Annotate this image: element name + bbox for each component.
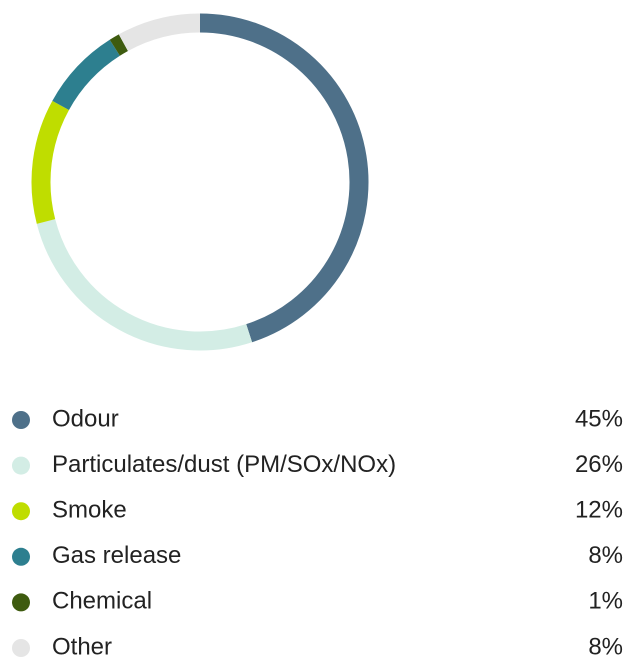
legend-dot (12, 411, 30, 429)
legend-dot (12, 547, 30, 566)
legend-dot (12, 593, 30, 612)
legend-label: Smoke (52, 497, 127, 524)
legend-label: Odour (52, 405, 119, 432)
legend-dot (12, 639, 30, 657)
donut-slice (36, 219, 253, 351)
legend-label: Particulates/dust (PM/SOx/NOx) (52, 451, 396, 478)
legend-label: Gas release (52, 542, 181, 569)
legend-dot (12, 456, 30, 475)
legend-label: Other (52, 633, 112, 657)
value-label: 26% (575, 451, 623, 478)
value-label: 12% (575, 497, 623, 524)
donut-slice (31, 100, 70, 224)
value-label: 8% (588, 542, 623, 569)
legend-dot (12, 502, 30, 521)
value-label: 45% (575, 405, 623, 432)
donut-slice (109, 34, 129, 56)
donut-slice (52, 39, 121, 111)
legend-label: Chemical (52, 588, 152, 615)
donut-slice (199, 13, 369, 343)
value-label: 8% (588, 633, 623, 657)
donut-slice (118, 13, 201, 52)
value-label: 1% (588, 588, 623, 615)
